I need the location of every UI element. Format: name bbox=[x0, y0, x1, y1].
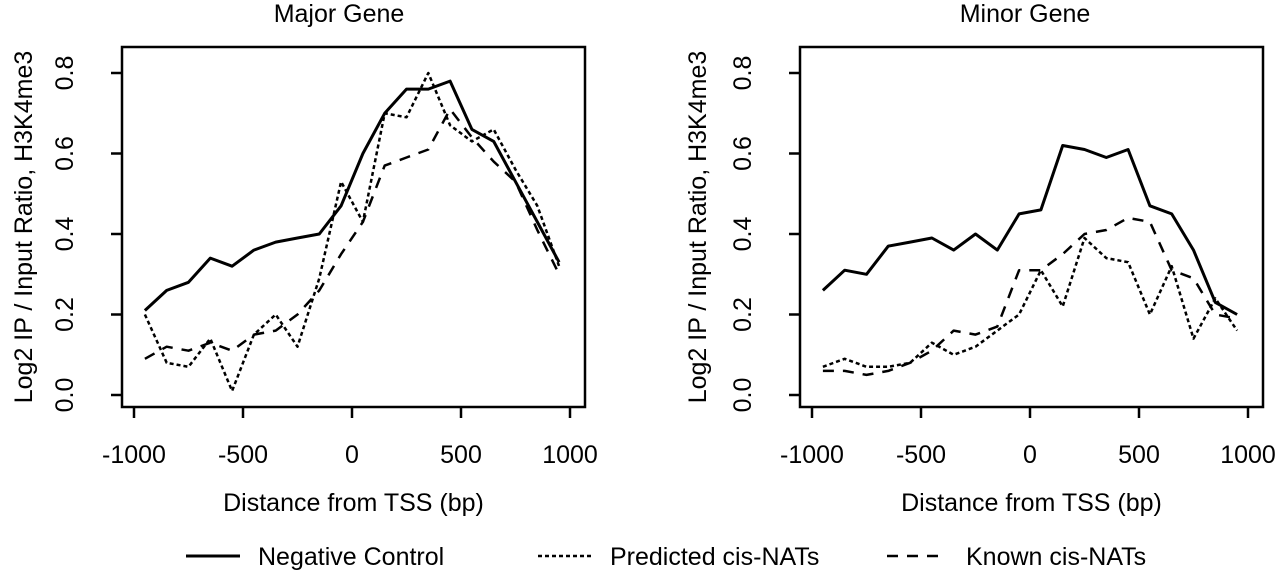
plot-frame bbox=[798, 45, 1265, 409]
series-line-negative-control bbox=[821, 144, 1238, 316]
x-tick-label: 1000 bbox=[542, 441, 598, 469]
legend: Negative Control Predicted cis-NATs Known … bbox=[186, 543, 1146, 571]
x-tick-label: -1000 bbox=[780, 441, 844, 469]
y-tick-label: 0.8 bbox=[729, 56, 757, 91]
y-tick-label: 0.2 bbox=[729, 297, 757, 332]
y-tick-label: 0.6 bbox=[51, 136, 79, 171]
panel-minor-gene: Minor Gene -1000 -500 0 500 1000 0.0 0.2 0.4 0.6… bbox=[684, 0, 1276, 517]
y-tick-label: 0.6 bbox=[729, 136, 757, 171]
y-tick-label: 0.8 bbox=[51, 56, 79, 91]
x-tick-label: 500 bbox=[1118, 441, 1160, 469]
y-tick-label: 0.2 bbox=[51, 297, 79, 332]
x-tick-label: 1000 bbox=[1220, 441, 1276, 469]
chart-title: Major Gene bbox=[274, 0, 405, 28]
legend-label: Negative Control bbox=[258, 543, 444, 571]
x-tick-label: 0 bbox=[345, 441, 359, 469]
x-tick-label: 500 bbox=[440, 441, 482, 469]
series-line-negative-control bbox=[143, 79, 561, 312]
x-tick-label: -500 bbox=[896, 441, 946, 469]
y-tick-label: 0.4 bbox=[729, 217, 757, 252]
y-tick-label: 0.0 bbox=[51, 378, 79, 413]
x-tick-label: -1000 bbox=[102, 441, 166, 469]
y-tick-label: 0.0 bbox=[729, 378, 757, 413]
legend-label: Known cis-NATs bbox=[966, 543, 1146, 571]
legend-label: Predicted cis-NATs bbox=[610, 543, 819, 571]
series-line-known-cis-nats bbox=[144, 107, 561, 360]
chart-title: Minor Gene bbox=[960, 0, 1091, 28]
series-line-predicted-cis-nats bbox=[143, 71, 561, 393]
plot-frame bbox=[120, 45, 587, 409]
y-axis-label: Log2 IP / Input Ratio, H3K4me3 bbox=[10, 51, 38, 404]
x-tick-label: -500 bbox=[218, 441, 268, 469]
series-line-predicted-cis-nats bbox=[822, 236, 1239, 369]
x-axis-label: Distance from TSS (bp) bbox=[901, 489, 1162, 517]
y-tick-label: 0.4 bbox=[51, 217, 79, 252]
panel-major-gene: Major Gene -1000 -500 0 500 1000 0.0 0.2 0.4 0.6… bbox=[10, 0, 598, 517]
x-axis-label: Distance from TSS (bp) bbox=[223, 489, 484, 517]
series-line-known-cis-nats bbox=[822, 216, 1238, 377]
y-axis-label: Log2 IP / Input Ratio, H3K4me3 bbox=[684, 51, 712, 404]
x-tick-label: 0 bbox=[1023, 441, 1037, 469]
